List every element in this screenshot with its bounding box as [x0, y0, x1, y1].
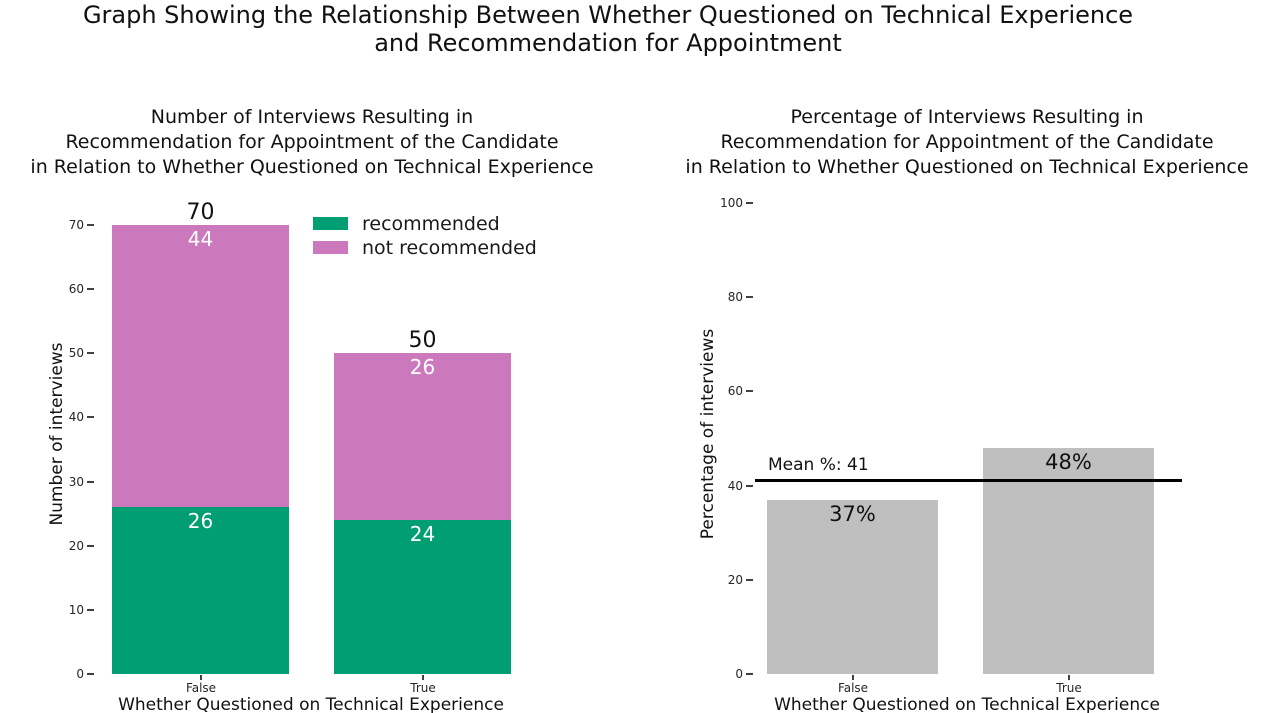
- right-chart-title-line3: in Relation to Whether Questioned on Tec…: [685, 156, 1249, 178]
- bar-segment-recommended-false: [112, 507, 289, 674]
- y-axis-tick: [87, 544, 94, 547]
- left-x-axis-label: Whether Questioned on Technical Experien…: [118, 695, 504, 713]
- y-axis-tick: [87, 480, 94, 483]
- y-tick-label: 30: [68, 474, 84, 489]
- y-tick-label: 60: [727, 384, 743, 399]
- bar-segment-not-recommended-false: [112, 225, 289, 508]
- x-axis-tick: [1067, 675, 1070, 680]
- x-axis-tick: [199, 675, 202, 680]
- left-chart-title-line2: Recommendation for Appointment of the Ca…: [65, 131, 559, 153]
- left-chart-title-line3: in Relation to Whether Questioned on Tec…: [30, 156, 594, 178]
- right-chart-title: Percentage of Interviews Resulting in Re…: [655, 105, 1279, 180]
- y-tick-label: 50: [68, 346, 84, 361]
- y-axis-tick: [87, 416, 94, 419]
- x-axis-tick: [421, 675, 424, 680]
- y-axis-tick: [87, 352, 94, 355]
- left-chart-title: Number of Interviews Resulting in Recomm…: [0, 105, 624, 180]
- legend-label-not-recommended: not recommended: [362, 236, 537, 259]
- right-y-axis-label: Percentage of interviews: [698, 328, 718, 540]
- right-x-tick-label-true: True: [1056, 681, 1082, 695]
- figure-title: Graph Showing the Relationship Between W…: [0, 1, 1216, 57]
- total-label-false: 70: [186, 200, 215, 225]
- segment-value-not-recommended-false: 44: [187, 227, 214, 251]
- y-axis-tick: [746, 390, 753, 393]
- y-axis-tick: [746, 296, 753, 299]
- segment-value-recommended-true: 24: [409, 522, 436, 547]
- left-x-tick-label-true: True: [410, 681, 436, 695]
- y-tick-label: 0: [735, 667, 743, 681]
- right-x-tick-label-false: False: [837, 681, 869, 695]
- figure-title-line1: Graph Showing the Relationship Between W…: [82, 1, 1134, 29]
- y-axis-tick: [746, 673, 753, 675]
- y-tick-label: 0: [76, 667, 84, 681]
- mean-line: [755, 478, 1182, 482]
- segment-value-recommended-false: 26: [187, 509, 214, 534]
- y-tick-label: 70: [68, 218, 84, 232]
- legend-label-recommended: recommended: [362, 212, 500, 235]
- left-chart-title-line1: Number of Interviews Resulting in: [150, 106, 474, 128]
- y-axis-tick: [87, 673, 94, 675]
- segment-value-not-recommended-true: 26: [409, 355, 436, 380]
- y-tick-label: 40: [68, 410, 84, 425]
- percentage-label-false: 37%: [829, 501, 876, 526]
- y-tick-label: 10: [68, 602, 84, 617]
- left-y-axis-label: Number of interviews: [47, 342, 67, 526]
- total-label-true: 50: [408, 328, 437, 354]
- y-axis-tick: [746, 578, 753, 581]
- y-tick-label: 60: [68, 282, 84, 297]
- bar-segment-not-recommended-true: [334, 353, 511, 521]
- y-axis-tick: [87, 288, 94, 291]
- y-axis-tick: [746, 484, 753, 487]
- percentage-label-true: 48%: [1045, 449, 1092, 474]
- y-tick-label: 80: [727, 290, 743, 305]
- x-axis-tick: [851, 675, 854, 680]
- y-tick-label: 20: [68, 538, 84, 553]
- right-chart-title-line2: Recommendation for Appointment of the Ca…: [720, 131, 1214, 153]
- legend-swatch-not-recommended: [313, 241, 348, 254]
- percentage-bar-true: [983, 447, 1154, 674]
- right-chart-title-line1: Percentage of Interviews Resulting in: [790, 106, 1144, 128]
- bar-segment-recommended-true: [334, 520, 511, 674]
- left-x-tick-label-false: False: [185, 681, 217, 695]
- legend-swatch-recommended: [313, 217, 348, 230]
- legend: recommended not recommended: [313, 212, 537, 260]
- y-axis-tick: [746, 202, 753, 204]
- legend-item-recommended: recommended: [313, 212, 537, 235]
- y-tick-label: 100: [720, 196, 743, 210]
- right-x-axis-label: Whether Questioned on Technical Experien…: [774, 695, 1160, 713]
- percentage-bar-false: [767, 499, 938, 674]
- mean-line-label: Mean %: 41: [768, 454, 869, 475]
- figure-title-line2: and Recommendation for Appointment: [374, 29, 842, 57]
- y-tick-label: 40: [727, 478, 743, 493]
- legend-item-not-recommended: not recommended: [313, 236, 537, 259]
- y-axis-tick: [87, 224, 94, 226]
- y-axis-tick: [87, 608, 94, 611]
- y-tick-label: 20: [727, 572, 743, 587]
